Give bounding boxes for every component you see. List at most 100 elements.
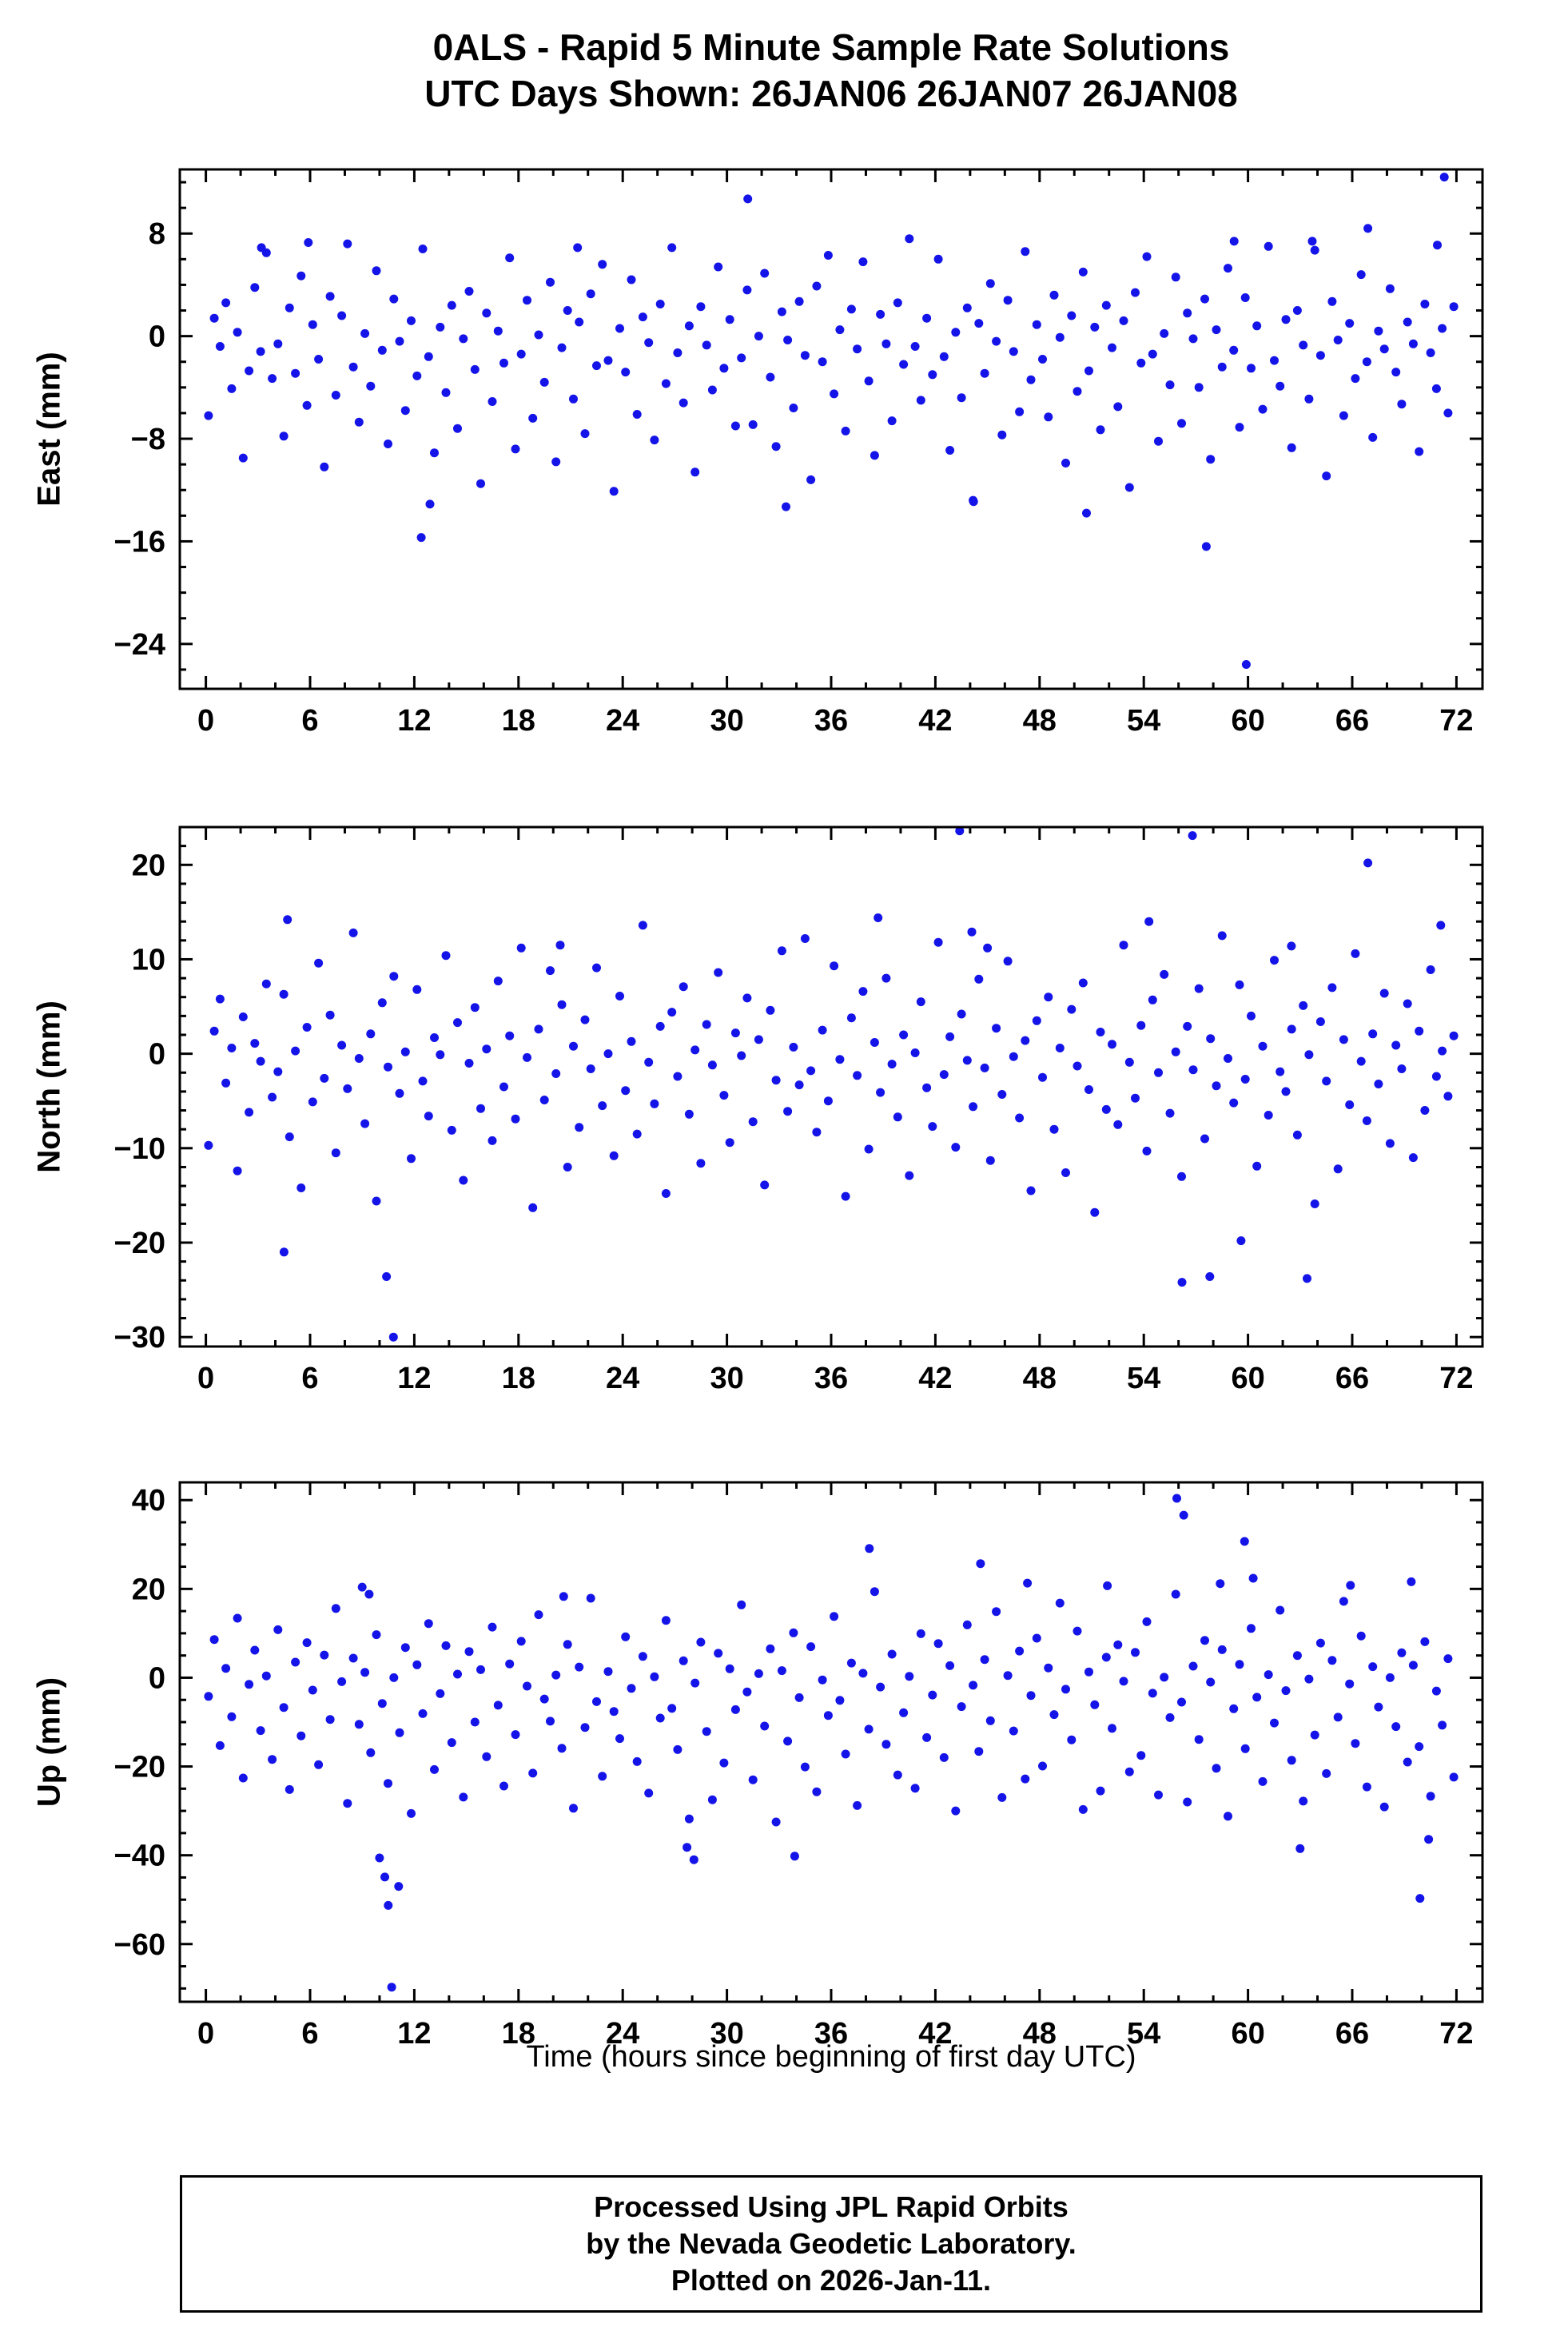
data-point: [985, 279, 995, 288]
data-point: [384, 1062, 392, 1072]
data-point: [737, 353, 746, 363]
data-point: [209, 313, 219, 323]
data-point: [719, 1091, 729, 1100]
data-point: [928, 1690, 937, 1700]
data-point: [377, 1699, 387, 1709]
x-tick-label: 0: [197, 1362, 214, 1395]
data-point: [308, 1685, 317, 1695]
data-point: [279, 1703, 289, 1713]
data-point: [245, 1108, 254, 1117]
data-point: [1200, 1134, 1209, 1144]
y-tick-label: 0: [149, 320, 165, 354]
data-point-outlier: [1205, 1272, 1215, 1281]
data-point: [1015, 1113, 1025, 1123]
data-point-outlier: [1424, 1835, 1434, 1844]
data-point: [1304, 1674, 1314, 1684]
data-point: [644, 338, 654, 348]
data-point: [1101, 1653, 1111, 1662]
data-point: [273, 1067, 283, 1076]
data-point: [563, 306, 572, 315]
data-point: [366, 381, 376, 391]
data-point: [377, 345, 387, 355]
data-point-outlier: [1307, 237, 1317, 246]
data-point: [794, 1080, 804, 1090]
x-tick-label: 66: [1335, 2017, 1369, 2051]
data-point: [1183, 1797, 1192, 1807]
data-point: [789, 1042, 798, 1052]
data-point: [997, 430, 1007, 440]
data-point: [1131, 1648, 1140, 1657]
x-tick-label: 6: [301, 2017, 318, 2051]
data-point: [273, 1625, 283, 1634]
data-point: [499, 1082, 508, 1092]
data-point: [846, 1013, 856, 1023]
data-point: [575, 1123, 584, 1132]
data-point-outlier: [387, 1983, 396, 1992]
data-point: [957, 393, 966, 403]
data-point: [314, 355, 324, 364]
data-point: [771, 1817, 781, 1827]
data-point: [603, 1049, 613, 1059]
data-point: [835, 325, 845, 335]
data-point: [238, 1012, 248, 1021]
data-point: [1136, 358, 1146, 368]
x-tick-label: 30: [710, 1362, 743, 1395]
data-point: [482, 308, 491, 318]
data-point: [505, 253, 515, 263]
data-point: [650, 436, 659, 445]
data-point: [1119, 1677, 1128, 1686]
data-point-outlier: [384, 1900, 393, 1910]
data-point: [632, 1756, 642, 1766]
data-point: [696, 302, 706, 312]
data-point: [389, 972, 399, 981]
data-point: [1160, 1673, 1169, 1682]
data-point-outlier: [1201, 542, 1211, 551]
data-point: [476, 1104, 485, 1113]
data-point-outlier: [283, 915, 293, 925]
data-point: [598, 260, 607, 269]
data-point-outlier: [1415, 1894, 1425, 1903]
data-point: [806, 1066, 816, 1076]
data-point: [1385, 1139, 1395, 1148]
data-point: [661, 1616, 671, 1625]
data-point: [771, 1076, 781, 1085]
data-point: [302, 1638, 312, 1648]
data-point-outlier: [976, 1559, 985, 1569]
data-point: [933, 1639, 943, 1649]
x-tick-label: 72: [1439, 704, 1473, 738]
data-point-outlier: [1240, 1537, 1249, 1546]
data-point: [945, 1661, 955, 1670]
data-point: [853, 344, 862, 354]
data-point: [488, 397, 497, 406]
data-point: [1026, 375, 1036, 384]
data-point: [800, 934, 810, 943]
data-point: [482, 1044, 491, 1054]
data-point: [523, 296, 531, 305]
data-point: [725, 1138, 734, 1148]
data-point: [592, 963, 601, 973]
data-point: [360, 1119, 370, 1128]
data-point: [644, 1057, 654, 1067]
data-point-outlier: [279, 1247, 289, 1257]
data-point: [1003, 296, 1013, 305]
data-point: [737, 1600, 746, 1609]
data-point: [684, 321, 694, 331]
data-point: [754, 1035, 763, 1044]
data-point: [707, 1795, 717, 1804]
data-point: [563, 1640, 572, 1649]
data-point: [985, 1156, 995, 1165]
data-point: [343, 239, 352, 249]
east-axis-label: East (mm): [31, 352, 67, 507]
y-tick-label: 20: [132, 849, 165, 882]
data-point: [771, 442, 781, 451]
data-point: [470, 1003, 480, 1012]
data-point: [233, 1166, 242, 1175]
data-point: [384, 440, 392, 448]
data-point: [707, 385, 717, 395]
data-point: [1131, 288, 1140, 297]
data-point: [615, 1734, 624, 1744]
data-point: [1026, 1691, 1036, 1701]
data-point: [1247, 1624, 1256, 1633]
data-point: [1449, 302, 1459, 312]
data-point: [835, 1696, 845, 1705]
